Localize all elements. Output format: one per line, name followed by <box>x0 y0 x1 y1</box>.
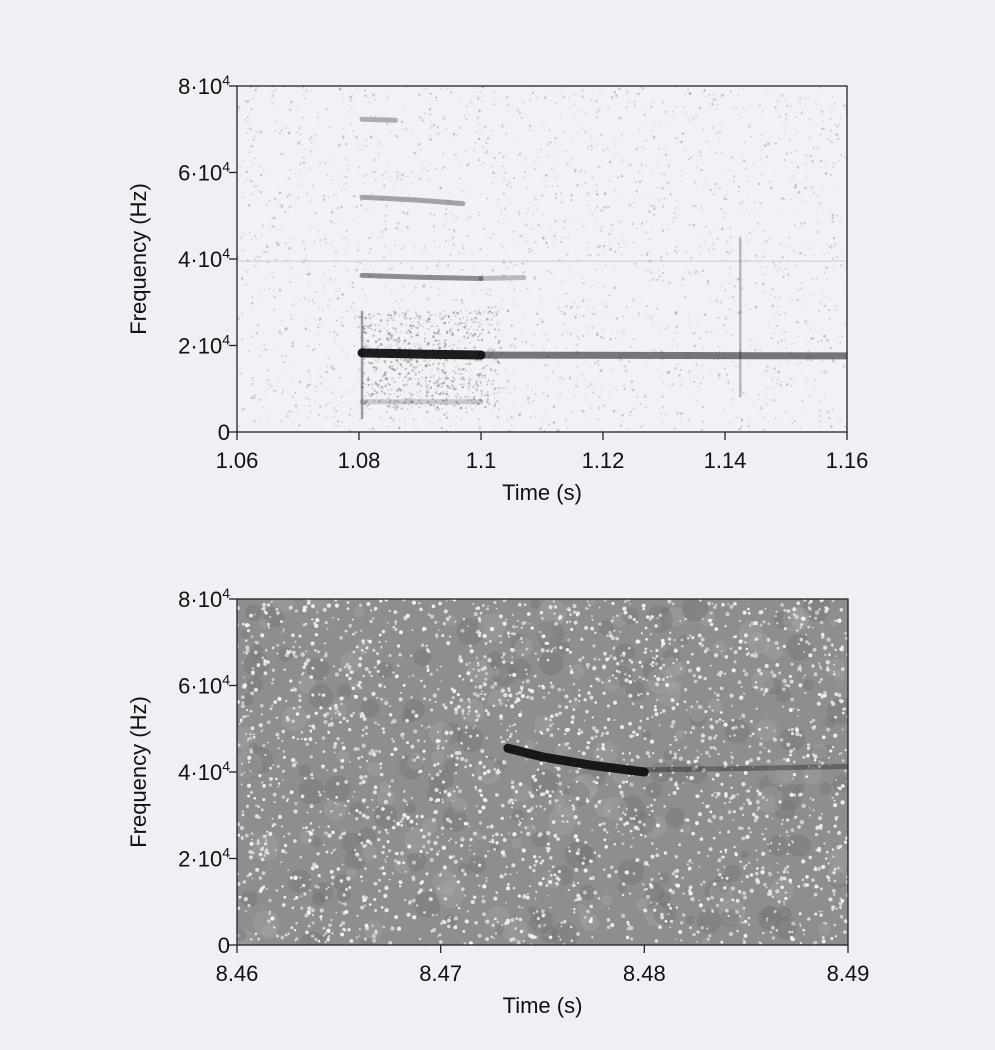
y-tick-exponent: 4 <box>222 245 230 261</box>
y-tick-mantissa: 4·10 <box>178 760 222 785</box>
y-tick-mantissa: 2·10 <box>178 334 222 359</box>
x-tick-label: 1.06 <box>216 448 259 473</box>
trace-1 <box>641 763 848 773</box>
x-tick-label: 8.46 <box>216 961 259 986</box>
x-tick-label: 1.14 <box>704 448 747 473</box>
plot-area-bottom <box>237 599 848 945</box>
y-tick-label: 0 <box>218 933 230 958</box>
y-axis-label-top: Frequency (Hz) <box>126 183 151 335</box>
x-tick-label: 8.48 <box>623 961 666 986</box>
trace-0 <box>503 743 649 777</box>
x-tick-label: 1.12 <box>582 448 625 473</box>
plot-background <box>237 86 847 432</box>
y-tick-label: 4·104 <box>178 758 230 785</box>
trace-3 <box>478 275 527 281</box>
x-axis-label-top: Time (s) <box>502 480 582 505</box>
y-tick-exponent: 4 <box>222 159 230 175</box>
y-tick-exponent: 4 <box>222 585 230 601</box>
x-tick-label: 8.47 <box>419 961 462 986</box>
y-tick-label: 0 <box>218 420 230 445</box>
y-tick-label: 2·104 <box>178 332 230 359</box>
y-tick-mantissa: 6·10 <box>178 674 222 699</box>
y-tick-label: 6·104 <box>178 672 230 699</box>
spectrogram-image <box>237 599 848 945</box>
y-tick-mantissa: 8·10 <box>178 587 222 612</box>
y-tick-exponent: 4 <box>222 332 230 348</box>
trace-0 <box>357 348 486 360</box>
spectrogram-image <box>237 86 847 432</box>
y-tick-mantissa: 2·10 <box>178 847 222 872</box>
y-tick-exponent: 4 <box>222 72 230 88</box>
x-tick-label: 1.08 <box>338 448 381 473</box>
trace-5 <box>359 116 399 123</box>
x-axis-label-bottom: Time (s) <box>503 993 583 1018</box>
trace-2 <box>359 272 484 281</box>
y-tick-label: 2·104 <box>178 845 230 872</box>
x-tick-label: 8.49 <box>827 961 870 986</box>
trace-4 <box>359 194 466 207</box>
y-tick-mantissa: 0 <box>218 933 230 958</box>
x-tick-label: 1.16 <box>826 448 869 473</box>
y-tick-exponent: 4 <box>222 758 230 774</box>
y-tick-mantissa: 8·10 <box>178 74 222 99</box>
spectrogram-top: 1.06 1.08 1.1 1.12 1.14 1.16 02·1044·1046·104… <box>126 72 868 505</box>
y-tick-mantissa: 0 <box>218 420 230 445</box>
x-axis-ticks-top: 1.06 1.08 1.1 1.12 1.14 1.16 <box>216 432 869 473</box>
x-tick-label: 1.1 <box>466 448 497 473</box>
y-tick-label: 8·104 <box>178 72 230 99</box>
y-tick-label: 6·104 <box>178 159 230 186</box>
plot-area-top <box>237 86 847 432</box>
trace-1 <box>477 351 847 360</box>
y-tick-mantissa: 4·10 <box>178 247 222 272</box>
y-tick-mantissa: 6·10 <box>178 161 222 186</box>
y-tick-label: 4·104 <box>178 245 230 272</box>
noise-speckles <box>237 599 848 945</box>
y-tick-label: 8·104 <box>178 585 230 612</box>
x-axis-ticks-bottom: 8.46 8.47 8.48 8.49 <box>216 945 870 986</box>
y-axis-label-bottom: Frequency (Hz) <box>126 696 151 848</box>
y-tick-exponent: 4 <box>222 845 230 861</box>
y-tick-exponent: 4 <box>222 672 230 688</box>
